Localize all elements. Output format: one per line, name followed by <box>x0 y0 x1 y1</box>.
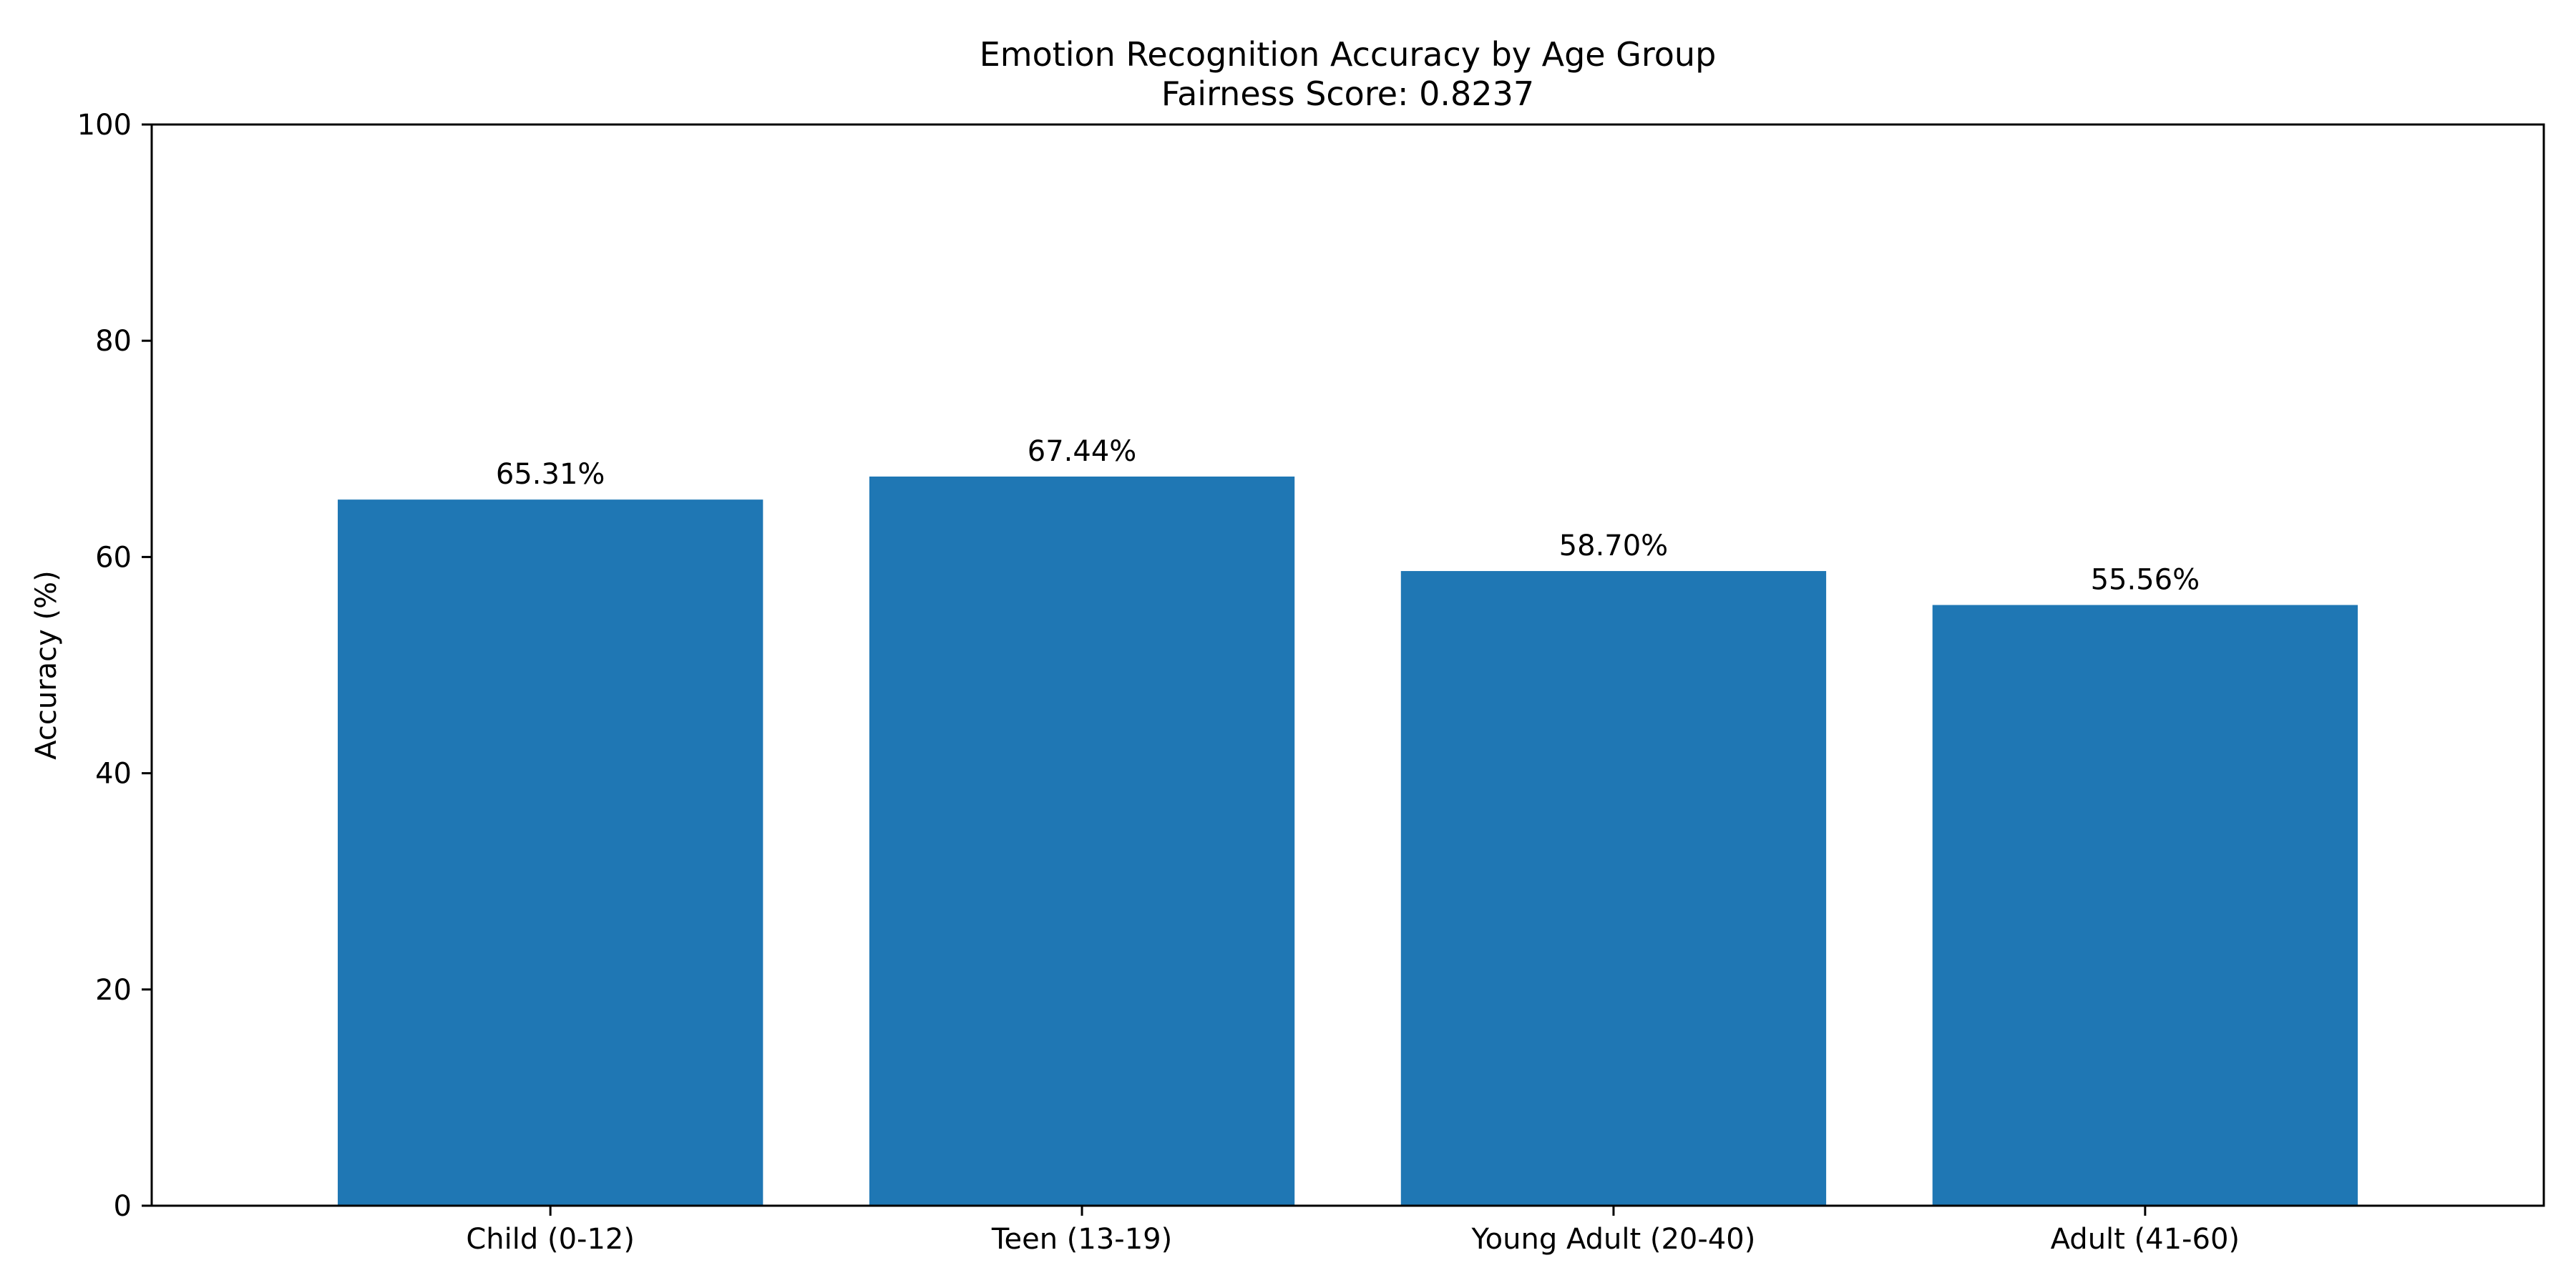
y-axis: 0 20 40 60 80 100 <box>77 109 152 1223</box>
data-label: 55.56% <box>2091 563 2200 596</box>
y-tick-label: 40 <box>95 758 132 791</box>
plot-frame <box>150 123 2545 1207</box>
bar <box>1400 571 1827 1206</box>
x-tick-label: Young Adult (20-40) <box>1471 1223 1756 1256</box>
chart-title: Emotion Recognition Accuracy by Age Grou… <box>980 35 1717 74</box>
data-label: 65.31% <box>496 458 605 491</box>
y-tick-label: 60 <box>95 541 132 574</box>
y-tick-label: 0 <box>114 1190 132 1223</box>
chart-title-group: Emotion Recognition Accuracy by Age Grou… <box>980 35 1717 113</box>
x-axis: Child (0-12) Teen (13-19) Young Adult (20-… <box>466 1206 2240 1256</box>
bar-series <box>338 476 2358 1206</box>
bar <box>1932 605 2358 1206</box>
x-tick-label: Child (0-12) <box>466 1223 635 1256</box>
x-tick-label: Adult (41-60) <box>2051 1223 2240 1256</box>
x-tick-label: Teen (13-19) <box>991 1223 1172 1256</box>
y-tick-label: 100 <box>77 109 132 142</box>
chart-subtitle: Fairness Score: 0.8237 <box>1161 74 1534 113</box>
y-tick-label: 80 <box>95 325 132 358</box>
bar <box>338 499 763 1206</box>
y-axis-label: Accuracy (%) <box>30 570 63 760</box>
data-label: 67.44% <box>1028 435 1137 468</box>
data-label: 58.70% <box>1559 530 1669 562</box>
data-labels: 65.31% 67.44% 58.70% 55.56% <box>496 435 2200 597</box>
bar <box>869 476 1295 1206</box>
y-tick-label: 20 <box>95 974 132 1007</box>
